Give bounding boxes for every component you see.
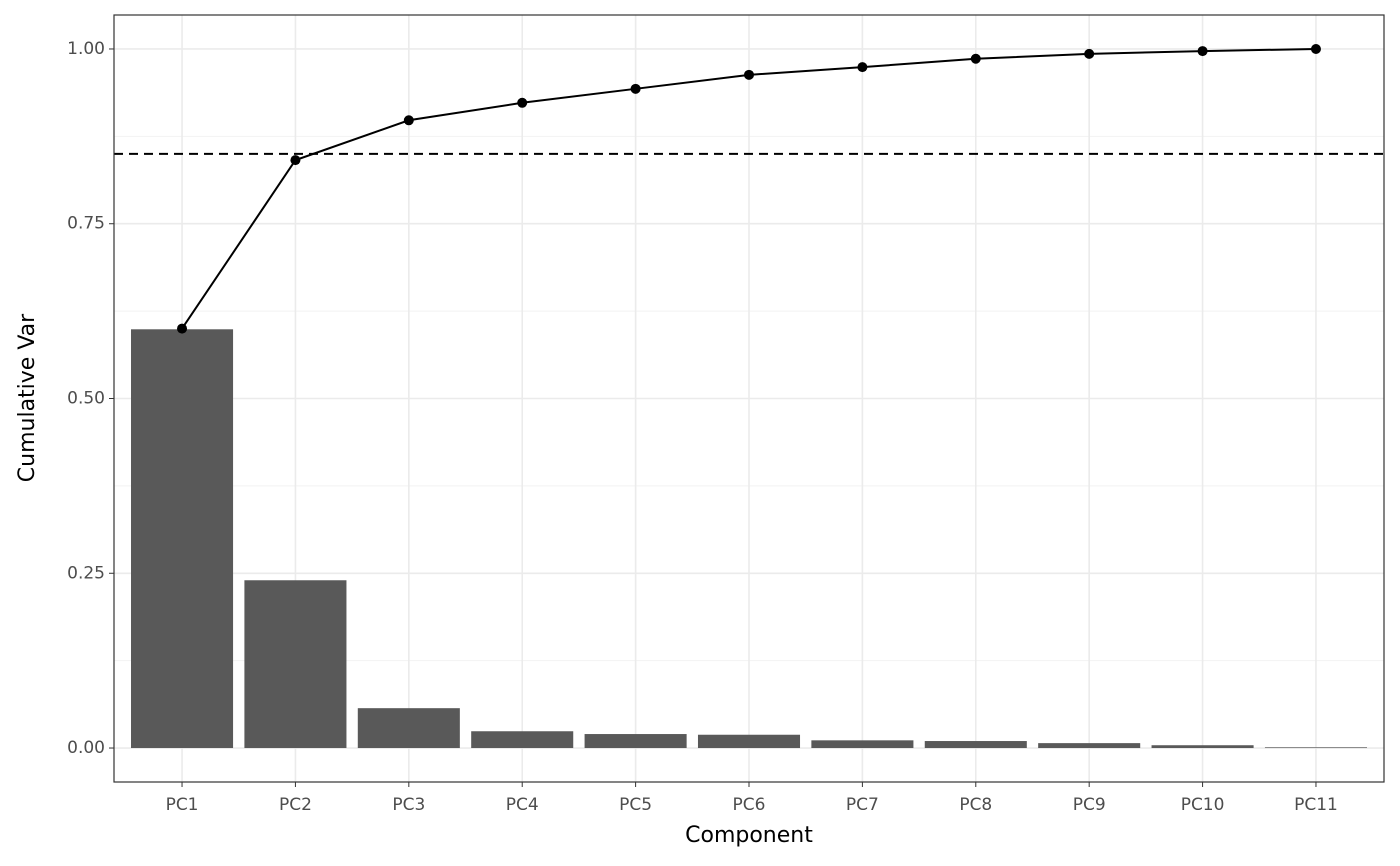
point bbox=[1310, 43, 1321, 54]
bar bbox=[1264, 747, 1367, 749]
x-tick-label: PC3 bbox=[392, 795, 425, 815]
point bbox=[290, 155, 301, 166]
y-tick-label: 0.00 bbox=[67, 738, 105, 758]
x-tick-label: PC1 bbox=[166, 795, 199, 815]
point bbox=[744, 69, 754, 80]
bar bbox=[1038, 743, 1141, 749]
bar bbox=[697, 734, 801, 749]
point bbox=[857, 62, 868, 73]
point bbox=[177, 323, 188, 334]
x-tick-label: PC6 bbox=[733, 795, 766, 815]
panel-border bbox=[113, 14, 1385, 783]
bar bbox=[924, 741, 1027, 749]
y-tick-label: 0.75 bbox=[67, 214, 105, 234]
y-tick-label: 0.50 bbox=[67, 389, 105, 409]
x-tick-label: PC4 bbox=[506, 795, 539, 815]
point bbox=[630, 83, 641, 94]
bar bbox=[471, 731, 574, 749]
point bbox=[970, 53, 981, 64]
x-tick-label: PC10 bbox=[1181, 795, 1225, 815]
x-axis-title: Component bbox=[685, 823, 813, 848]
bar bbox=[811, 740, 914, 749]
bar bbox=[1151, 745, 1254, 749]
bar bbox=[244, 580, 347, 749]
y-axis-title: Cumulative Var bbox=[15, 313, 40, 482]
point bbox=[1084, 48, 1095, 59]
bar bbox=[584, 734, 687, 749]
bar bbox=[357, 708, 460, 749]
y-tick-label: 0.25 bbox=[67, 563, 105, 583]
x-tick-label: PC7 bbox=[846, 795, 879, 815]
point bbox=[1197, 46, 1208, 57]
y-tick-label: 1.00 bbox=[67, 39, 105, 59]
point bbox=[517, 97, 528, 108]
x-tick-label: PC5 bbox=[619, 795, 652, 815]
bar bbox=[131, 329, 234, 749]
x-tick-label: PC8 bbox=[959, 795, 992, 815]
x-tick-label: PC2 bbox=[279, 795, 312, 815]
x-tick-label: PC9 bbox=[1073, 795, 1106, 815]
x-tick-label: PC11 bbox=[1294, 795, 1338, 815]
point bbox=[403, 115, 414, 126]
